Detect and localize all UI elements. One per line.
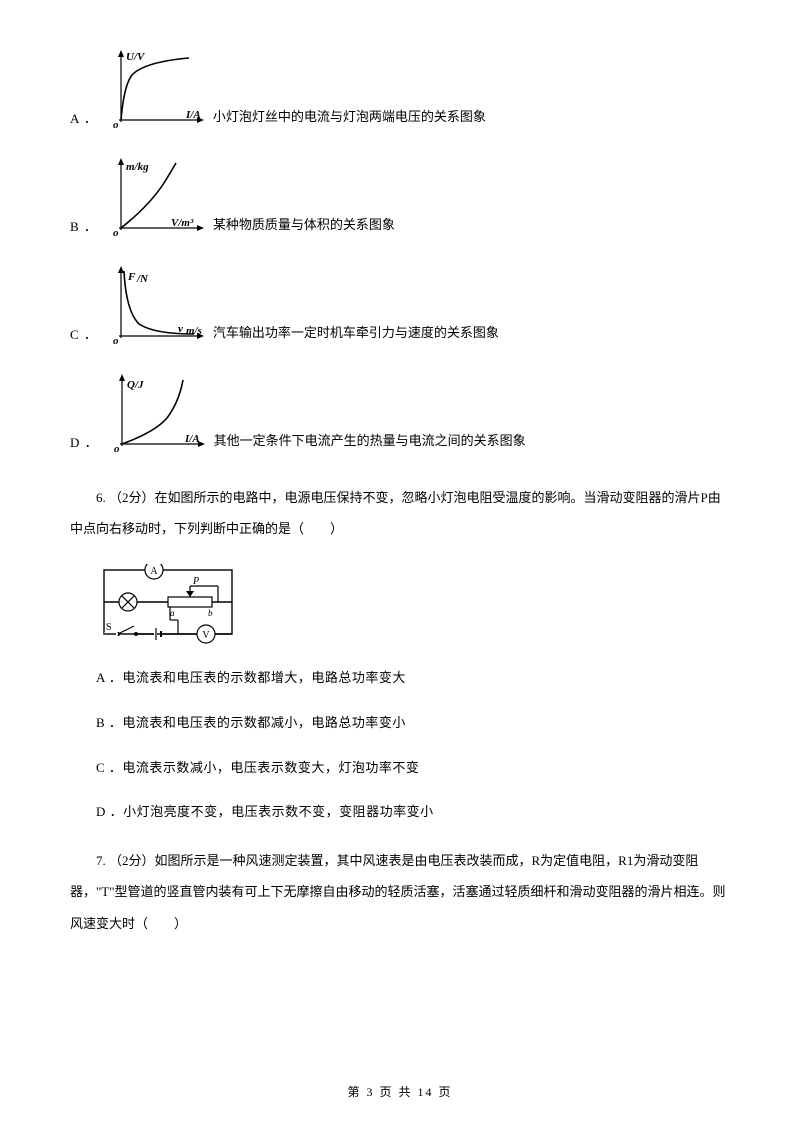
option-d-graph: Q/J I/A o <box>105 374 210 456</box>
choice-6d-text: 小灯泡亮度不变，电压表示数不变，变阻器功率变小 <box>123 804 434 819</box>
svg-text:V: V <box>202 630 210 641</box>
option-d-text: 其他一定条件下电流产生的热量与电流之间的关系图象 <box>214 429 526 456</box>
choice-6d-label: D ． <box>96 804 123 819</box>
q6-prefix: 6. <box>96 490 109 505</box>
choice-6b: B ．电流表和电压表的示数都减小，电路总功率变小 <box>70 711 730 736</box>
option-c-text: 汽车输出功率一定时机车牵引力与速度的关系图象 <box>213 321 499 348</box>
footer-text: 第 3 页 共 14 页 <box>347 1085 452 1099</box>
svg-text:m/s: m/s <box>186 325 202 337</box>
choice-6c: C ．电流表示数减小，电压表示数变大，灯泡功率不变 <box>70 756 730 781</box>
choice-6a: A ．电流表和电压表的示数都增大，电路总功率变大 <box>70 666 730 691</box>
q6-text: 在如图所示的电路中，电源电压保持不变，忽略小灯泡电阻受温度的影响。当滑动变阻器的… <box>70 490 721 536</box>
option-a-text: 小灯泡灯丝中的电流与灯泡两端电压的关系图象 <box>213 105 486 132</box>
svg-text:Q/J: Q/J <box>127 379 144 391</box>
svg-text:V/m³: V/m³ <box>171 217 194 229</box>
option-c-row: C ． F /N v m/s o 汽车输出功率一定时机车牵引力与速度的关系图象 <box>70 266 730 348</box>
svg-text:o: o <box>114 443 120 455</box>
svg-text:b: b <box>208 608 213 618</box>
option-d-row: D ． Q/J I/A o 其他一定条件下电流产生的热量与电流之间的关系图象 <box>70 374 730 456</box>
option-b-graph: m/kg V/m³ o <box>104 158 209 240</box>
svg-text:A: A <box>150 566 158 577</box>
svg-text:S: S <box>106 622 112 633</box>
q7-text: 如图所示是一种风速测定装置，其中风速表是由电压表改装而成，R为定值电阻，R1为滑… <box>70 853 726 930</box>
svg-text:m/kg: m/kg <box>126 161 149 173</box>
option-a-row: A ． U/V I/A o 小灯泡灯丝中的电流与灯泡两端电压的关系图象 <box>70 50 730 132</box>
option-a-label: A ． <box>70 107 98 132</box>
svg-text:F: F <box>127 271 136 283</box>
q7-points: （2分） <box>109 853 155 868</box>
q6-points: （2分） <box>109 490 155 505</box>
svg-text:a: a <box>170 608 175 618</box>
choice-6b-label: B ． <box>96 715 122 730</box>
question-7: 7. （2分）如图所示是一种风速测定装置，其中风速表是由电压表改装而成，R为定值… <box>70 845 730 939</box>
question-6: 6. （2分）在如图所示的电路中，电源电压保持不变，忽略小灯泡电阻受温度的影响。… <box>70 482 730 544</box>
choice-6c-text: 电流表示数减小，电压表示数变大，灯泡功率不变 <box>122 760 419 775</box>
svg-text:I/A: I/A <box>185 109 201 121</box>
svg-text:P: P <box>192 576 199 587</box>
choice-6a-label: A ． <box>96 670 122 685</box>
circuit-diagram: A P a b S V <box>98 564 238 646</box>
option-b-row: B ． m/kg V/m³ o 某种物质质量与体积的关系图象 <box>70 158 730 240</box>
q7-prefix: 7. <box>96 853 109 868</box>
option-d-label: D ． <box>70 431 99 456</box>
svg-text:o: o <box>113 335 119 347</box>
option-c-label: C ． <box>70 323 98 348</box>
svg-text:/N: /N <box>136 273 149 285</box>
svg-text:I/A: I/A <box>184 433 200 445</box>
svg-text:U/V: U/V <box>126 51 146 63</box>
choice-6d: D ．小灯泡亮度不变，电压表示数不变，变阻器功率变小 <box>70 800 730 825</box>
option-b-text: 某种物质质量与体积的关系图象 <box>213 213 395 240</box>
svg-text:o: o <box>113 119 119 131</box>
svg-text:v: v <box>178 323 183 335</box>
option-b-label: B ． <box>70 215 98 240</box>
choice-6b-text: 电流表和电压表的示数都减小，电路总功率变小 <box>122 715 406 730</box>
svg-text:o: o <box>113 227 119 239</box>
option-a-graph: U/V I/A o <box>104 50 209 132</box>
option-c-graph: F /N v m/s o <box>104 266 209 348</box>
choice-6a-text: 电流表和电压表的示数都增大，电路总功率变大 <box>122 670 406 685</box>
choice-6c-label: C ． <box>96 760 122 775</box>
page-footer: 第 3 页 共 14 页 <box>0 1081 800 1104</box>
